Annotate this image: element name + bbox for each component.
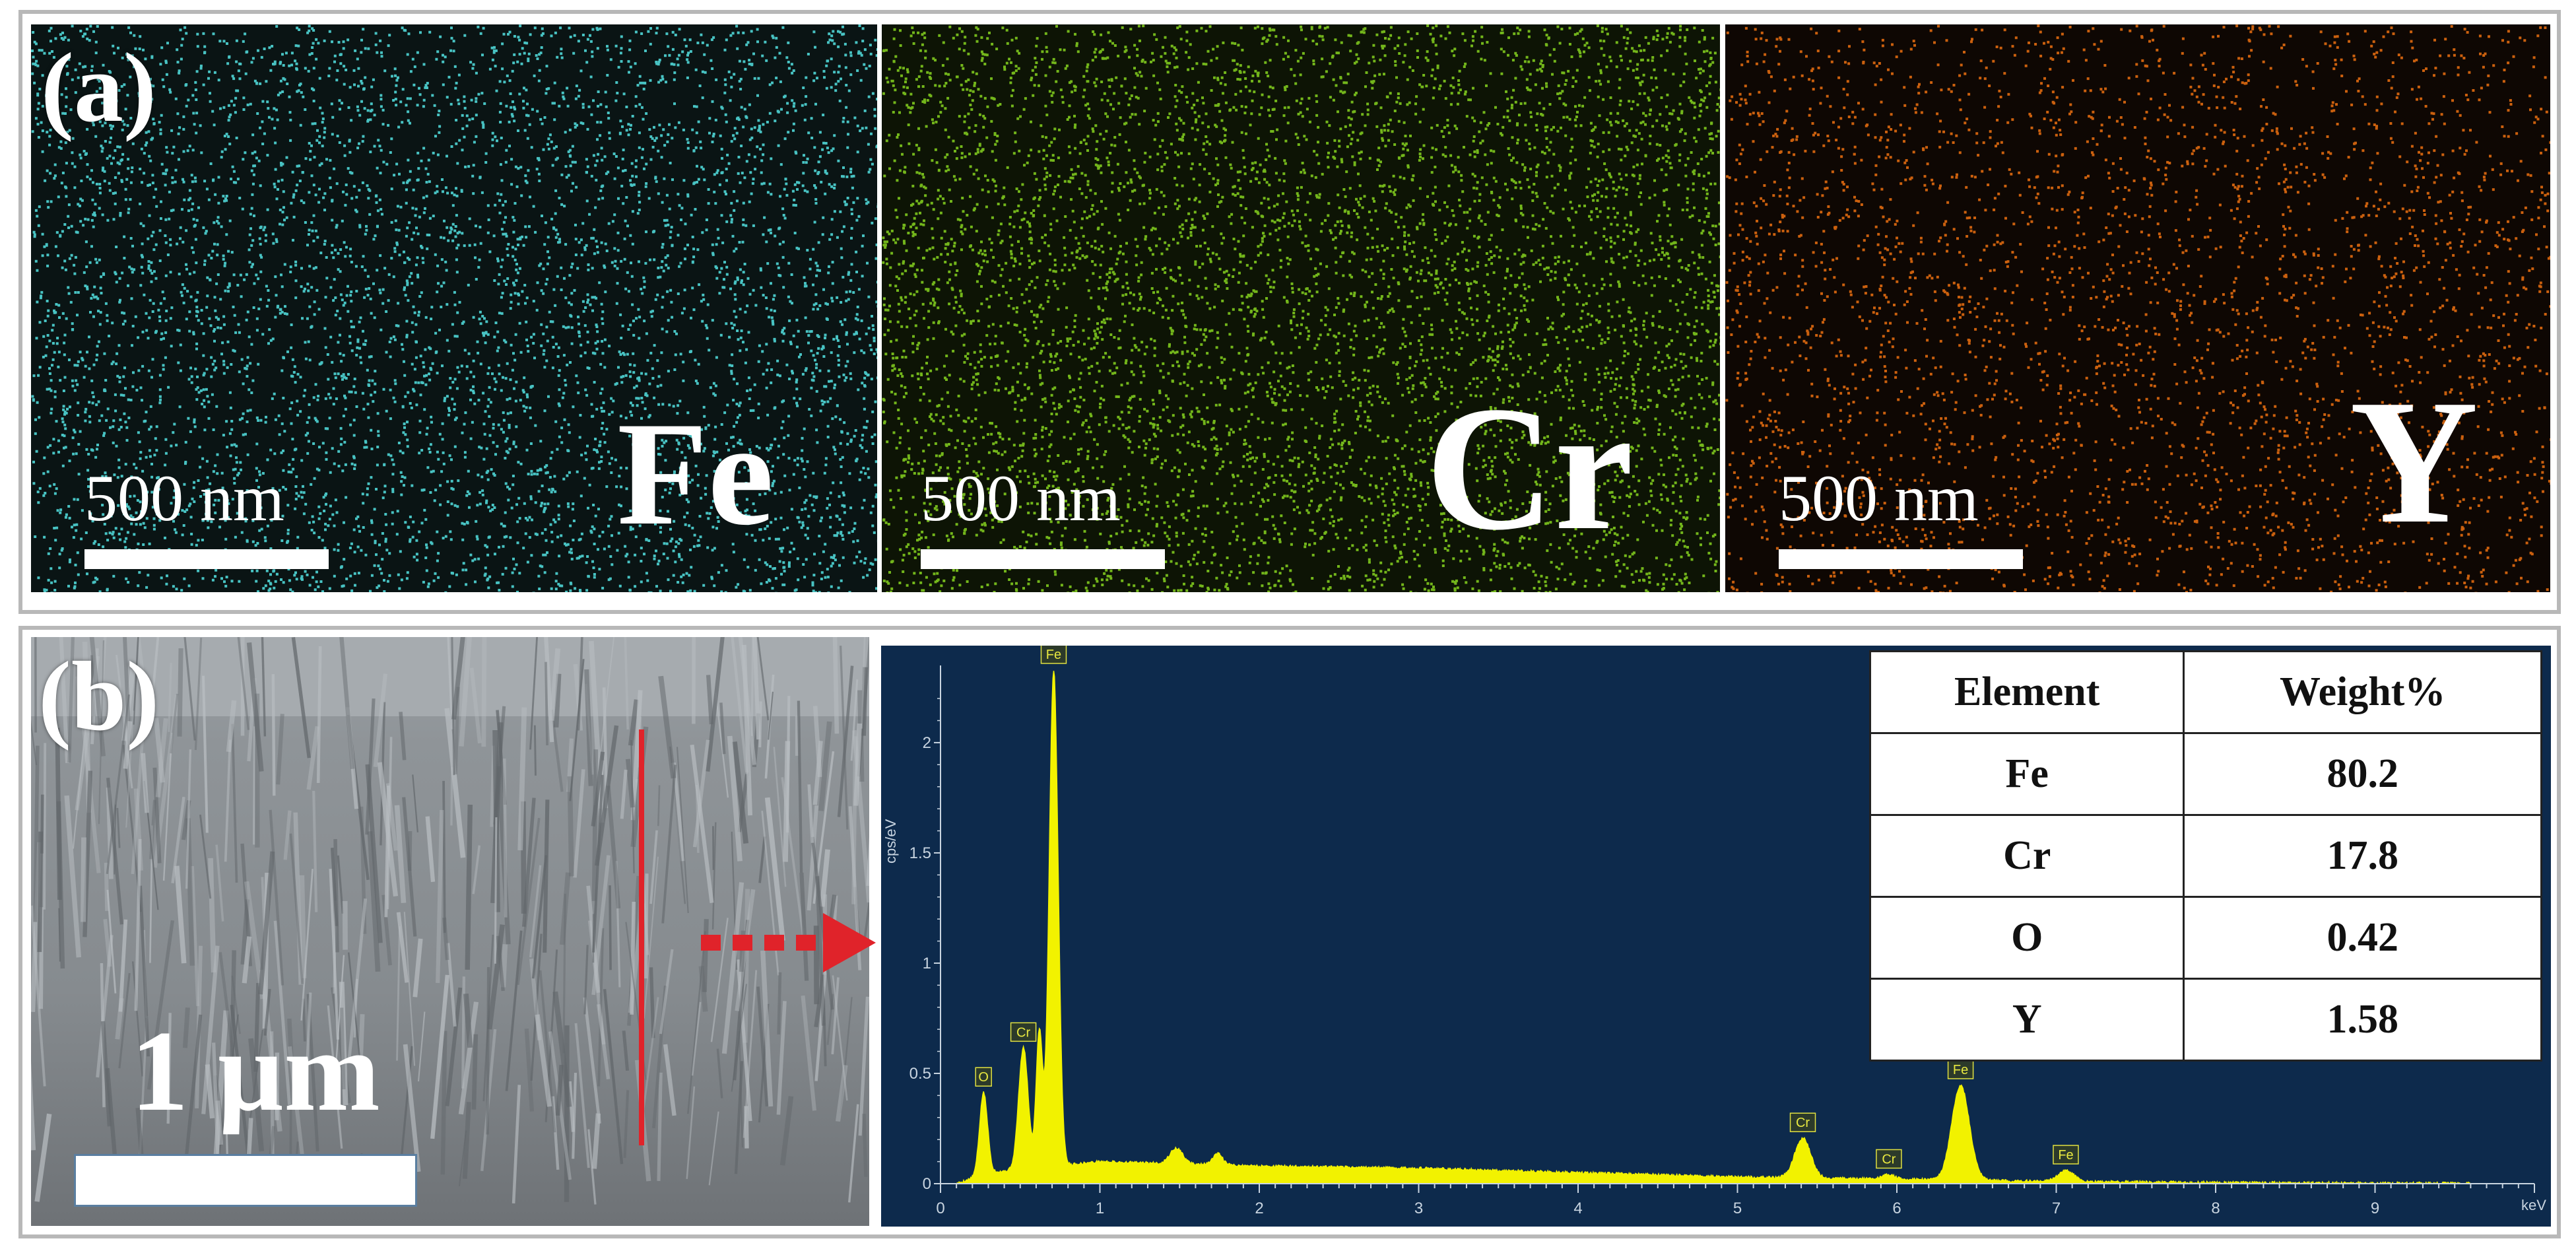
svg-text:Fe: Fe [2058,1148,2073,1163]
x-tick-label: 0 [936,1200,944,1217]
cr-element-map [882,24,1720,592]
cell-element: Y [1868,978,2185,1062]
cell-weight: 0.42 [2183,896,2542,980]
panel-b-letter: (b) [38,642,160,751]
table-header-row: Element Weight% [1868,650,2542,734]
table-row: Y 1.58 [1868,978,2542,1062]
y-tick-label: 2 [923,734,931,752]
x-tick-label: 9 [2371,1200,2379,1217]
fe-map-image [31,24,877,592]
peak-label: Cr [1010,1022,1037,1042]
x-tick-label: 3 [1414,1200,1423,1217]
x-tick-label: 6 [1892,1200,1901,1217]
panel-a-letter: (a) [41,33,156,143]
header-element: Element [1868,650,2185,734]
y-axis-label: cps/eV [882,819,899,863]
svg-text:Cr: Cr [1016,1025,1030,1040]
sem-image [31,637,869,1226]
dashed-arrow-icon [701,913,876,972]
x-tick-label: 7 [2052,1200,2061,1217]
cell-weight: 1.58 [2183,978,2542,1062]
y-tick-label: 1 [923,955,931,972]
svg-text:O: O [978,1070,989,1085]
fe-map-label: Fe [617,391,774,556]
peak-label: Cr [1789,1112,1816,1132]
y-scale-bar [1779,549,2023,569]
x-tick-label: 5 [1733,1200,1742,1217]
cr-scale-label: 500 nm [921,461,1121,535]
x-tick-label: 2 [1255,1200,1263,1217]
header-weight: Weight% [2183,650,2542,734]
x-tick-label: 8 [2211,1200,2220,1217]
sem-scale-bar [74,1154,417,1207]
peak-label: Cr [1876,1149,1902,1169]
y-tick-label: 0 [923,1175,931,1193]
y-tick-label: 0.5 [909,1065,931,1083]
fe-scale-label: 500 nm [84,461,284,535]
x-tick-label: 1 [1096,1200,1104,1217]
peak-label: Fe [2053,1145,2079,1165]
peak-label: O [975,1067,992,1087]
peak-label: Fe [1040,646,1067,664]
svg-text:Fe: Fe [1046,648,1061,662]
cr-scale-bar [921,549,1165,569]
y-scale-label: 500 nm [1779,461,1979,535]
spectrum-series [956,671,2472,1186]
cell-element: Cr [1868,814,2185,898]
y-map-image [1725,24,2550,592]
peak-label: Fe [1947,1060,1974,1079]
svg-text:Cr: Cr [1882,1152,1896,1166]
cr-map-label: Cr [1426,370,1634,567]
fe-element-map [31,24,877,592]
table-row: O 0.42 [1868,896,2542,980]
cell-weight: 80.2 [2183,732,2542,816]
table-row: Fe 80.2 [1868,732,2542,816]
y-map-label: Y [2350,363,2478,560]
sem-scale-label: 1 µm [131,1007,380,1135]
cr-map-image [882,24,1720,592]
svg-text:Cr: Cr [1796,1116,1810,1130]
fe-scale-bar [84,549,329,569]
cell-element: Fe [1868,732,2185,816]
composition-table: Element Weight% Fe 80.2 Cr 17.8 O 0.42 Y… [1868,650,2542,1062]
y-tick-label: 1.5 [909,844,931,862]
svg-text:Fe: Fe [1953,1063,1968,1077]
x-axis-label: keV [2521,1197,2546,1213]
sem-cross-section [31,637,869,1226]
cell-weight: 17.8 [2183,814,2542,898]
y-element-map [1725,24,2550,592]
cell-element: O [1868,896,2185,980]
x-tick-label: 4 [1573,1200,1582,1217]
table-row: Cr 17.8 [1868,814,2542,898]
